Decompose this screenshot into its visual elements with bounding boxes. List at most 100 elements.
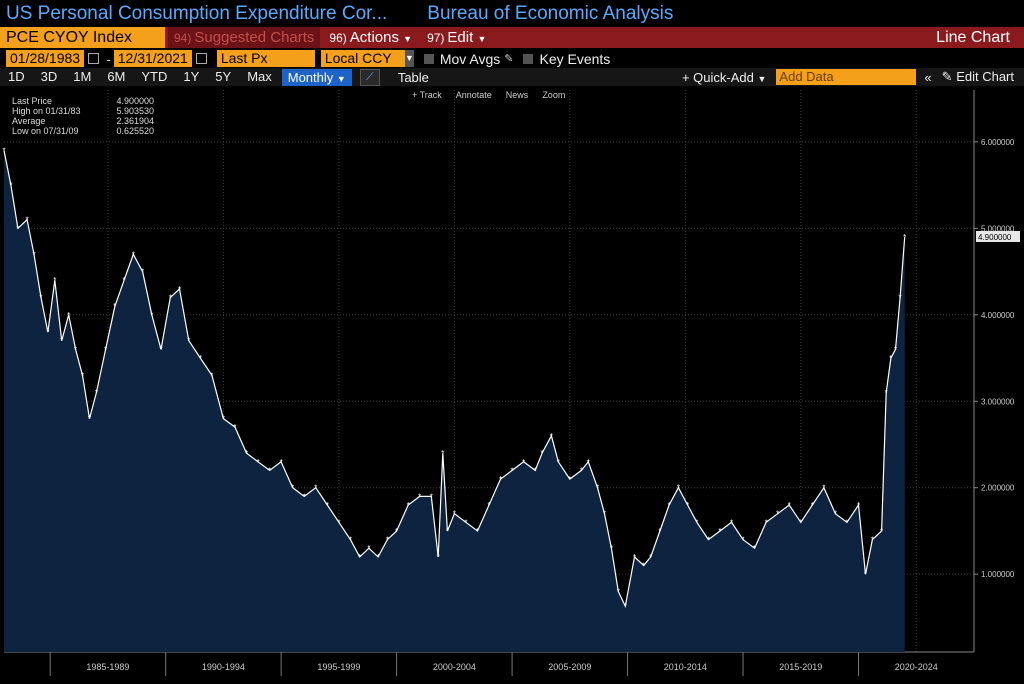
periodicity-select[interactable]: Monthly ▼: [281, 68, 352, 86]
data-point: *: [95, 389, 98, 398]
annotate-tool[interactable]: Annotate: [455, 90, 492, 100]
edit-button[interactable]: 97) Edit ▼: [421, 27, 492, 48]
data-point: *: [822, 484, 825, 493]
data-point: *: [596, 484, 599, 493]
currency-select[interactable]: Local CCY: [320, 50, 405, 67]
start-calendar-icon[interactable]: [88, 53, 100, 64]
suggested-charts-button[interactable]: 94) Suggested Charts: [168, 27, 321, 48]
data-point: *: [367, 544, 370, 553]
data-source: Bureau of Economic Analysis: [427, 2, 674, 24]
data-point: *: [39, 294, 42, 303]
last-price-marker: 4.900000: [976, 230, 1020, 242]
range-5y[interactable]: 5Y: [215, 69, 232, 84]
y-tick-label: 3.000000: [981, 397, 1015, 406]
data-point: *: [753, 544, 756, 553]
add-data-input[interactable]: Add Data: [776, 69, 917, 85]
data-point: *: [741, 536, 744, 545]
data-point: *: [658, 527, 661, 536]
security-title: US Personal Consumption Expenditure Cor.…: [6, 2, 388, 24]
data-point: *: [788, 501, 791, 510]
data-point: *: [141, 268, 144, 277]
data-point: *: [178, 285, 181, 294]
data-point: *: [150, 311, 153, 320]
line-chart-icon[interactable]: ⟋: [359, 68, 380, 86]
chart-tools: + Track Annotate News Zoom: [412, 90, 565, 100]
edit-chart-label: Edit Chart: [956, 69, 1014, 84]
zoom-tool[interactable]: Zoom: [542, 90, 566, 100]
data-point: *: [233, 423, 236, 432]
periodicity-label: Monthly: [287, 69, 334, 85]
edit-number: 97): [427, 31, 445, 45]
data-point: *: [326, 501, 329, 510]
x-axis: 1985-1989 1990-1994 1995-1999 2000-2004 2005…: [49, 652, 938, 676]
mov-avgs-checkbox[interactable]: [423, 53, 434, 64]
data-point: *: [845, 518, 848, 527]
edit-chart-button[interactable]: ✎ Edit Chart: [942, 69, 1014, 85]
range-1d[interactable]: 1D: [8, 69, 25, 84]
range-max[interactable]: Max: [247, 69, 272, 84]
data-point: *: [864, 570, 867, 579]
periodicity-caret-icon: ▼: [336, 73, 346, 84]
data-point: *: [256, 458, 259, 467]
data-point: *: [104, 345, 107, 354]
range-1y[interactable]: 1Y: [183, 69, 200, 84]
mov-avgs-label: Mov Avgs: [439, 50, 501, 67]
data-point: *: [677, 484, 680, 493]
legend-label: Average: [12, 116, 46, 126]
legend-label: Last Price: [12, 96, 53, 106]
data-point: *: [74, 345, 77, 354]
pencil-icon[interactable]: ✎: [504, 53, 514, 65]
actions-button[interactable]: 96) Actions ▼: [323, 27, 418, 48]
data-point: *: [464, 518, 467, 527]
ticker-field[interactable]: PCE CYOY Index: [0, 27, 165, 48]
data-point: *: [718, 527, 721, 536]
range-bar: 1D 3D 1M 6M YTD 1Y 5Y Max Monthly ▼ ⟋ Ta…: [0, 68, 1024, 86]
range-1m[interactable]: 1M: [73, 69, 92, 84]
legend-row: Low on 07/31/09 0.625520: [12, 126, 154, 136]
x-tick-label: 2010-2014: [664, 662, 707, 672]
end-calendar-icon[interactable]: [195, 53, 207, 64]
quick-add-button[interactable]: + Quick-Add ▼: [682, 70, 766, 85]
series-markers: * * * * * * * * * * * * * * * * * * * * * * * * * * * * * * * * * * * * * * * *…: [2, 147, 906, 612]
y-axis: 1.000000 2.000000 3.000000 4.000000 5.000000…: [974, 138, 1015, 579]
table-button[interactable]: Table: [397, 69, 429, 85]
range-3d[interactable]: 3D: [40, 69, 58, 84]
range-ytd[interactable]: YTD: [141, 69, 168, 84]
currency-dropdown-icon[interactable]: ▼: [404, 50, 414, 67]
data-point: *: [857, 501, 860, 510]
data-point: *: [395, 527, 398, 536]
data-point: *: [668, 501, 671, 510]
end-date-input[interactable]: 12/31/2021: [113, 50, 192, 67]
data-point: *: [633, 553, 636, 562]
key-events-checkbox[interactable]: [523, 53, 534, 64]
data-point: *: [9, 181, 12, 190]
field-select[interactable]: Last Px: [216, 50, 315, 67]
collapse-chevron-icon[interactable]: «: [924, 69, 932, 85]
actions-number: 96): [329, 31, 347, 45]
data-point: *: [2, 147, 5, 156]
data-point: *: [446, 527, 449, 536]
data-point: *: [358, 553, 361, 562]
actions-label: Actions: [349, 29, 399, 46]
data-point: *: [568, 475, 571, 484]
data-point: *: [88, 415, 91, 424]
chart-area[interactable]: * * * * * * * * * * * * * * * * * * * * * * * * * * * * * * * * * * * * * * * *…: [0, 86, 1024, 684]
edit-label: Edit: [447, 29, 474, 46]
x-tick-label: 2020-2024: [895, 662, 938, 672]
range-6m[interactable]: 6M: [107, 69, 126, 84]
data-point: *: [159, 345, 162, 354]
legend-label: Low on 07/31/09: [12, 126, 79, 136]
y-tick-label: 5.000000: [981, 224, 1015, 233]
legend-row: Average 2.361904: [12, 116, 154, 126]
y-tick-label: 6.000000: [981, 138, 1015, 147]
data-point: *: [32, 250, 35, 259]
data-point: *: [377, 553, 380, 562]
series-line: [3, 150, 906, 609]
track-tool[interactable]: + Track: [412, 90, 442, 100]
news-tool[interactable]: News: [505, 90, 529, 100]
date-separator: -: [106, 50, 111, 67]
start-date-input[interactable]: 01/28/1983: [6, 50, 85, 67]
data-point: *: [871, 536, 874, 545]
data-point: *: [730, 518, 733, 527]
chart-type-label: Line Chart: [936, 28, 1010, 46]
